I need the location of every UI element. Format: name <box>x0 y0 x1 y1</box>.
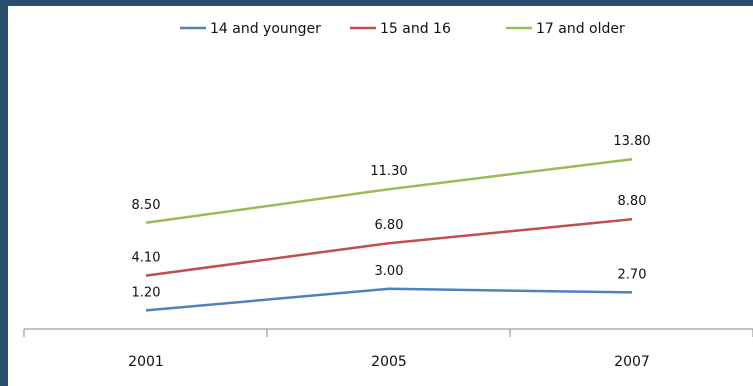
data-labels: 1.20 3.00 2.70 4.10 6.80 8.80 8.50 11.30 13.80 <box>132 134 651 300</box>
x-tick-label: 2001 <box>128 354 164 370</box>
legend-label: 14 and younger <box>210 21 321 37</box>
series-line <box>145 287 633 312</box>
data-label: 1.20 <box>132 285 161 300</box>
series-line <box>145 157 633 225</box>
data-label: 3.00 <box>375 264 404 279</box>
x-tick-label: 2007 <box>614 354 650 370</box>
data-label: 8.50 <box>132 198 161 213</box>
data-label: 11.30 <box>370 164 407 179</box>
legend-label: 15 and 16 <box>380 21 451 37</box>
legend-label: 17 and older <box>536 21 625 37</box>
data-label: 4.10 <box>132 251 161 266</box>
x-axis: 2001 2005 2007 <box>23 328 753 370</box>
chart-area <box>8 6 753 386</box>
top-border <box>0 0 753 6</box>
series-line <box>145 217 633 277</box>
x-tick-label: 2005 <box>371 354 407 370</box>
data-label: 6.80 <box>375 218 404 233</box>
data-label: 2.70 <box>618 267 647 282</box>
data-label: 8.80 <box>618 194 647 209</box>
left-border <box>0 0 8 386</box>
data-label: 13.80 <box>613 134 650 149</box>
series-lines <box>145 157 633 312</box>
chart-legend: 14 and younger 15 and 16 17 and older <box>180 21 625 37</box>
